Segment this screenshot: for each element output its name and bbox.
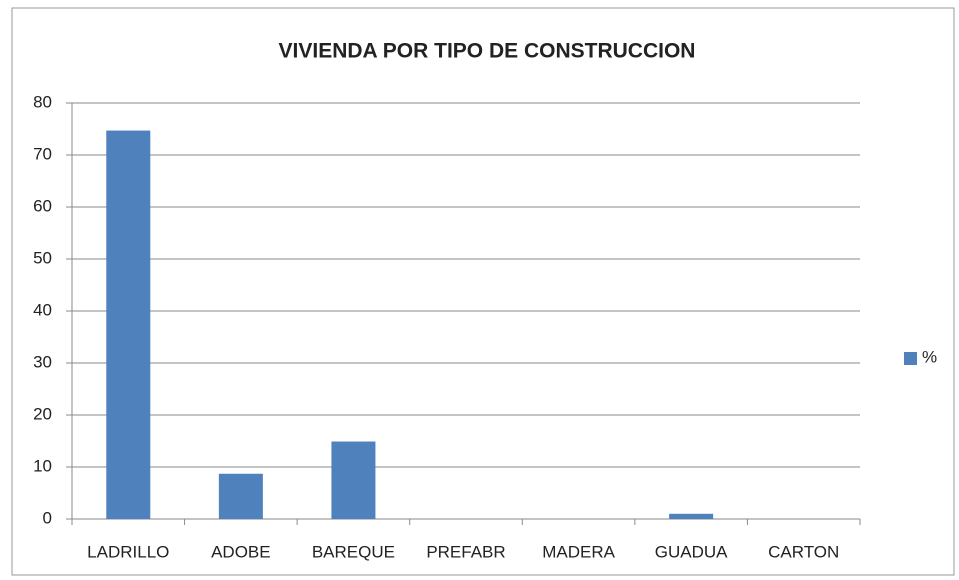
y-tick-label: 40 <box>33 300 52 319</box>
legend-label: % <box>922 347 937 366</box>
bar <box>669 513 714 519</box>
x-tick-label: GUADUA <box>655 542 728 561</box>
y-tick-label: 80 <box>33 92 52 111</box>
x-tick-label: CARTON <box>768 542 839 561</box>
chart-frame <box>11 7 955 576</box>
legend-swatch <box>904 352 917 365</box>
y-tick-label: 0 <box>43 508 52 527</box>
x-tick-label: BAREQUE <box>312 542 395 561</box>
x-tick-label: PREFABR <box>426 542 505 561</box>
x-tick-label: ADOBE <box>211 542 271 561</box>
y-tick-label: 10 <box>33 456 52 475</box>
bar <box>331 441 376 519</box>
y-tick-label: 30 <box>33 352 52 371</box>
bar <box>106 130 151 519</box>
y-tick-label: 20 <box>33 404 52 423</box>
y-tick-label: 50 <box>33 248 52 267</box>
x-tick-label: MADERA <box>542 542 615 561</box>
y-tick-label: 60 <box>33 196 52 215</box>
x-tick-label: LADRILLO <box>87 542 169 561</box>
y-tick-label: 70 <box>33 144 52 163</box>
bar <box>218 473 263 519</box>
chart-title: VIVIENDA POR TIPO DE CONSTRUCCION <box>279 40 696 63</box>
